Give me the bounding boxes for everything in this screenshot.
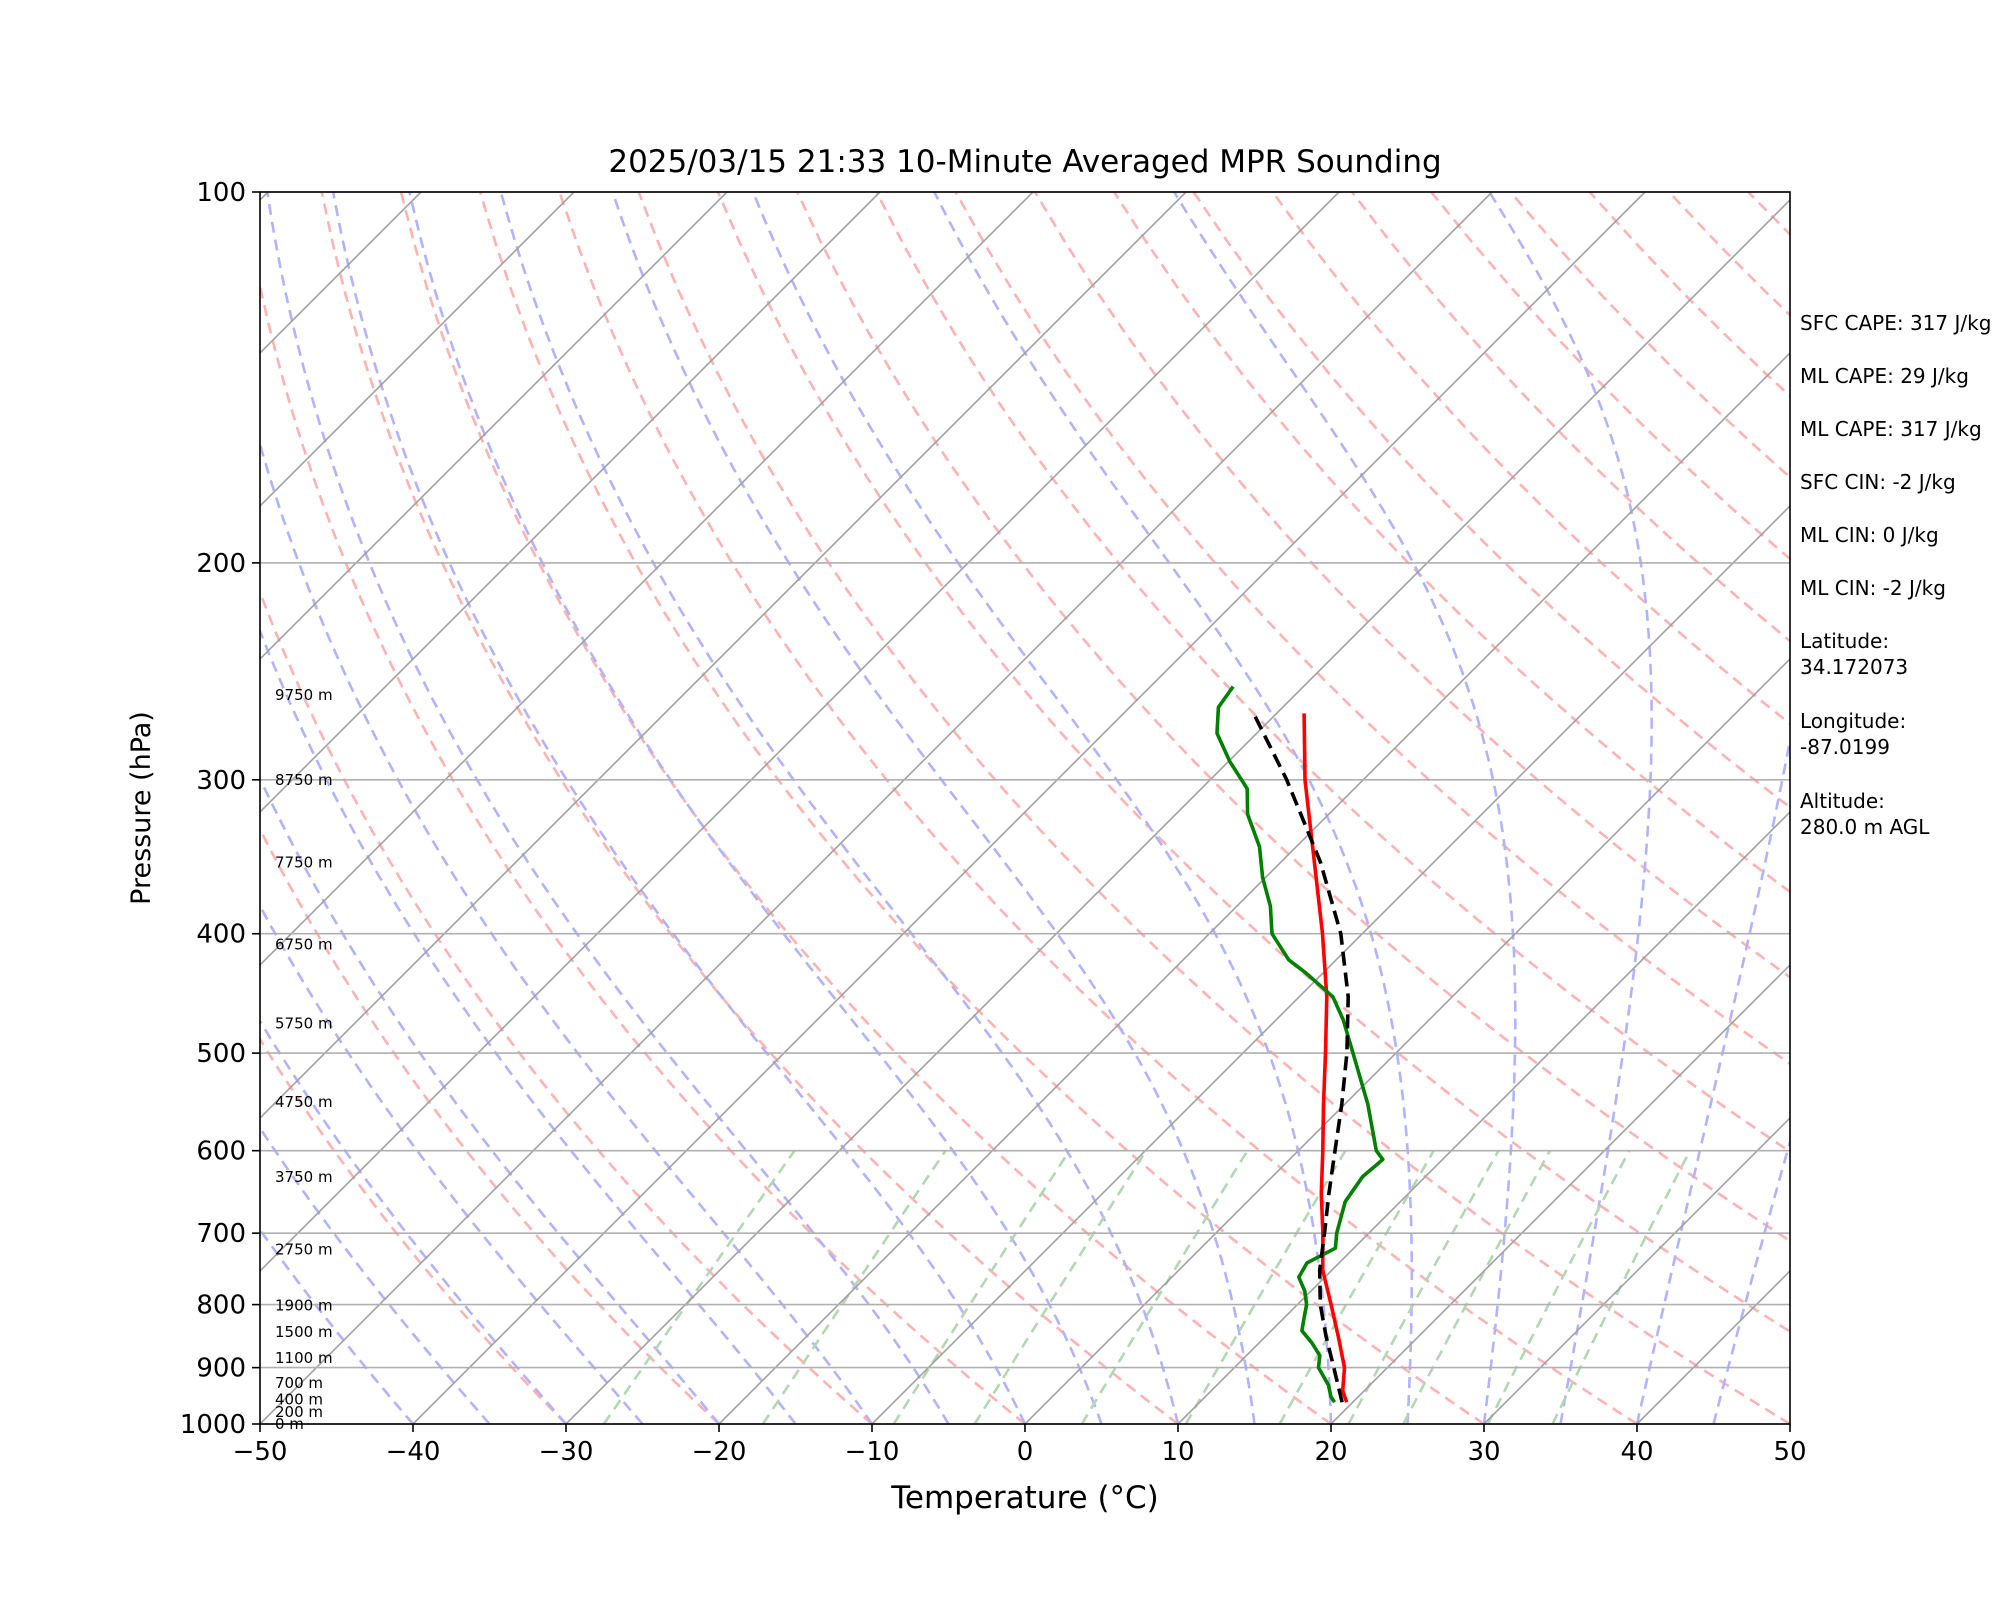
moist-adiabat-line	[613, 192, 1255, 1424]
isotherm-line	[0, 192, 115, 1424]
ml-cin-text: ML CIN: 0 J/kg	[1800, 522, 2000, 575]
height-label: 9750 m	[275, 686, 333, 704]
latitude-text: Latitude: 34.172073	[1800, 628, 2000, 708]
y-tick-label: 200	[196, 549, 246, 579]
height-label: 6750 m	[275, 935, 333, 953]
x-tick-label: 0	[1017, 1437, 1034, 1467]
height-label: 1900 m	[275, 1296, 333, 1314]
sfc-cin-text: SFC CIN: -2 J/kg	[1800, 469, 2000, 522]
height-label: 700 m	[275, 1374, 323, 1392]
dry-adiabat-line	[243, 192, 1026, 1424]
y-axis-label: Pressure (hPa)	[126, 711, 157, 905]
altitude-text: Altitude: 280.0 m AGL	[1800, 788, 2000, 868]
dewpoint-line	[1217, 687, 1383, 1403]
y-tick-label: 900	[196, 1354, 246, 1384]
y-tick-label: 500	[196, 1039, 246, 1069]
dry-adiabat-line	[5, 192, 566, 1424]
mixing-ratio-line	[1488, 1151, 1629, 1424]
height-label: 1100 m	[275, 1349, 333, 1367]
height-label: 400 m	[275, 1390, 323, 1408]
height-label: 5750 m	[275, 1014, 333, 1032]
reference-lines	[0, 192, 2000, 1424]
y-axis-ticks: 100 200 300 400 500 600 700 800 900 1000	[180, 178, 260, 1440]
x-tick-label: 30	[1467, 1437, 1500, 1467]
x-tick-label: 50	[1773, 1437, 1806, 1467]
profile-lines	[1217, 687, 1383, 1403]
mixing-ratio-line	[604, 1151, 795, 1424]
height-label: 3750 m	[275, 1168, 333, 1186]
dry-adiabat-line	[560, 192, 1638, 1424]
mixing-ratio-line	[763, 1151, 946, 1424]
x-tick-label: −10	[845, 1437, 900, 1467]
moist-adiabat-line	[1174, 192, 1515, 1424]
ml-cin-text-2: ML CIN: -2 J/kg	[1800, 575, 2000, 628]
height-label: 7750 m	[275, 853, 333, 871]
height-label: 2750 m	[275, 1241, 333, 1259]
x-tick-label: 40	[1620, 1437, 1653, 1467]
y-tick-label: 400	[196, 920, 246, 950]
pressure-gridlines	[260, 192, 1790, 1424]
height-label: 4750 m	[275, 1093, 333, 1111]
height-label: 1500 m	[275, 1323, 333, 1341]
sfc-cape-text: SFC CAPE: 317 J/kg	[1800, 310, 2000, 363]
moist-adiabat-line	[934, 192, 1412, 1424]
longitude-text: Longitude: -87.0199	[1800, 708, 2000, 788]
isotherm-line	[0, 192, 574, 1424]
moist-adiabat-line	[157, 192, 796, 1424]
moist-adiabat-line	[333, 192, 1025, 1424]
moist-adiabat-line	[501, 192, 1178, 1424]
dry-adiabat-line	[718, 192, 1943, 1424]
x-tick-label: −40	[386, 1437, 441, 1467]
moist-adiabat-line	[753, 192, 1331, 1424]
y-tick-label: 700	[196, 1219, 246, 1249]
height-label: 8750 m	[275, 771, 333, 789]
dry-adiabat-line	[84, 192, 719, 1424]
ml-cape-text-2: ML CAPE: 317 J/kg	[1800, 416, 2000, 469]
mixing-ratio-line	[1082, 1151, 1248, 1424]
mixing-ratio-line	[975, 1151, 1146, 1424]
x-axis-ticks: −50 −40 −30 −20 −10 0 10 20 30 40 50	[233, 1424, 1807, 1467]
x-axis-label: Temperature (°C)	[890, 1480, 1159, 1516]
x-tick-label: 20	[1314, 1437, 1347, 1467]
isotherm-line	[0, 192, 727, 1424]
plot-frame	[260, 192, 1790, 1424]
mixing-ratio-line	[1403, 1151, 1550, 1424]
isotherm-line	[0, 192, 1186, 1424]
sounding-info-panel: SFC CAPE: 317 J/kg ML CAPE: 29 J/kg ML C…	[1800, 310, 2000, 868]
ml-cape-text: ML CAPE: 29 J/kg	[1800, 363, 2000, 416]
y-tick-label: 600	[196, 1137, 246, 1167]
x-tick-label: 10	[1161, 1437, 1194, 1467]
y-tick-label: 300	[196, 766, 246, 796]
y-tick-label: 100	[196, 178, 246, 208]
isotherm-line	[566, 192, 1798, 1424]
parcel-line	[1254, 713, 1349, 1402]
y-tick-label: 1000	[180, 1410, 246, 1440]
x-tick-label: −50	[233, 1437, 288, 1467]
moist-adiabat-line	[1489, 192, 1651, 1424]
x-tick-label: −30	[539, 1437, 594, 1467]
isotherm-line	[413, 192, 1645, 1424]
y-tick-label: 800	[196, 1291, 246, 1321]
isotherm-line	[107, 192, 1339, 1424]
chart-title: 2025/03/15 21:33 10-Minute Averaged MPR …	[608, 144, 1441, 180]
moist-adiabat-line	[267, 192, 948, 1424]
moist-adiabat-line	[410, 192, 1102, 1424]
dry-adiabat-line	[163, 192, 872, 1424]
x-tick-label: −20	[692, 1437, 747, 1467]
